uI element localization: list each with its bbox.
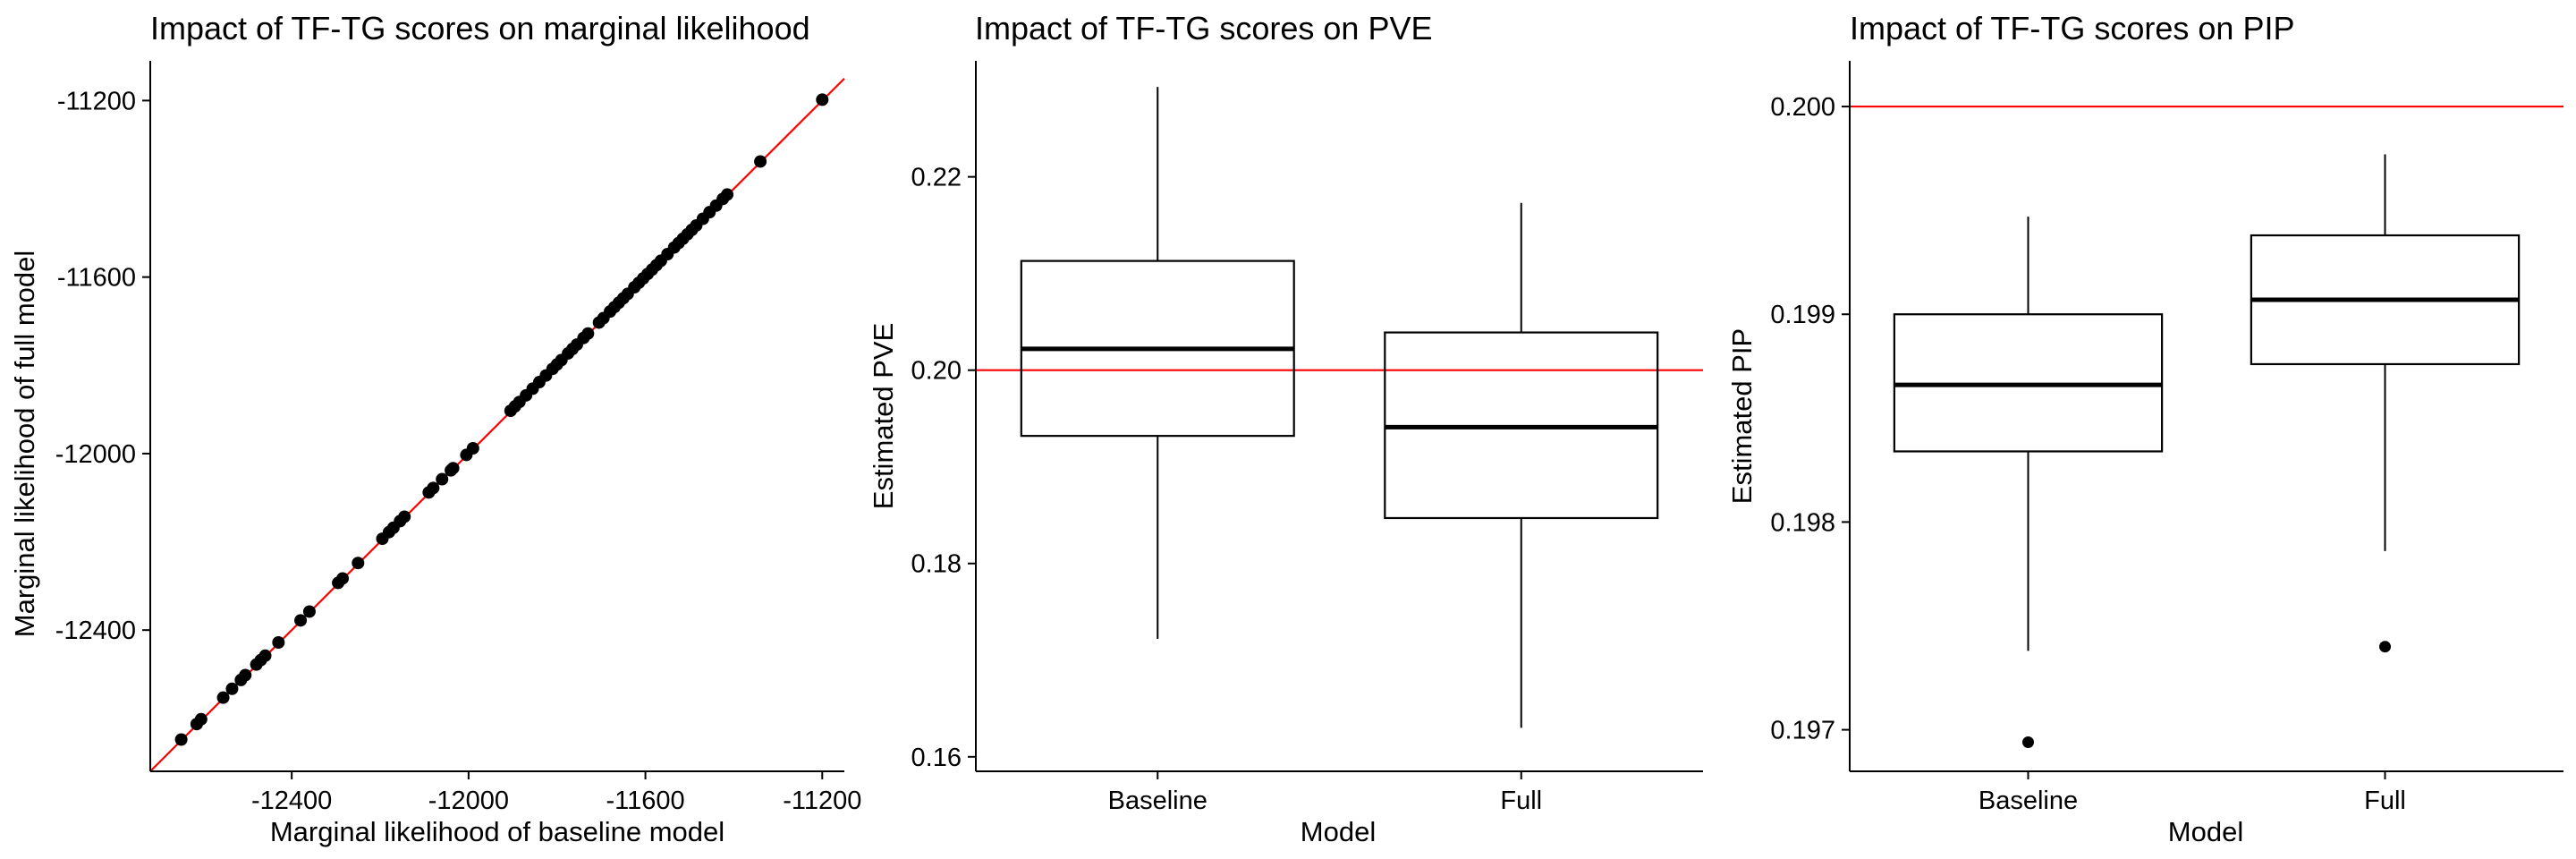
y-axis-label: Estimated PIP (1726, 328, 1758, 504)
y-tick-label: -11600 (57, 264, 136, 293)
data-point (239, 668, 252, 682)
outlier-point (2379, 641, 2391, 653)
data-point (721, 188, 734, 201)
panel-title: Impact of TF-TG scores on PIP (1850, 10, 2294, 47)
data-point (436, 472, 449, 486)
plot-area: -12400 -12000 -11600 -11200 -12400 -12000 -116… (55, 61, 861, 815)
x-tick-label: -11200 (783, 787, 861, 815)
x-tick-label: -11600 (606, 787, 685, 815)
data-point (302, 605, 316, 618)
y-tick-label: 0.18 (911, 550, 962, 579)
data-point (216, 691, 230, 704)
data-point (174, 733, 188, 746)
x-tick-label: Baseline (1979, 787, 2078, 815)
y-tick-label: 0.20 (911, 357, 962, 386)
y-tick-label: 0.198 (1770, 508, 1835, 537)
y-tick-label: 0.200 (1770, 93, 1835, 122)
x-tick-label: Baseline (1108, 787, 1208, 815)
y-tick-label: 0.16 (911, 744, 962, 772)
y-axis-label: Estimated PVE (868, 323, 899, 509)
panel-title: Impact of TF-TG scores on marginal likel… (150, 10, 810, 47)
data-point (225, 682, 239, 695)
outlier-point (2022, 736, 2034, 748)
x-axis-label: Marginal likelihood of baseline model (270, 816, 724, 847)
data-point (352, 557, 365, 570)
y-axis-label: Marginal likelihood of full model (9, 251, 40, 638)
data-point (398, 510, 411, 523)
data-point (194, 712, 208, 726)
data-point (336, 572, 350, 585)
y-tick-label: 0.197 (1770, 717, 1835, 745)
x-tick-label: -12000 (428, 787, 509, 815)
data-point (272, 635, 285, 649)
x-tick-label: -12400 (251, 787, 332, 815)
data-point (446, 462, 460, 475)
data-point (258, 649, 272, 662)
y-tick-label: -12000 (55, 440, 136, 469)
panel-pip: Impact of TF-TG scores on PIP 0.197 0.198… (1726, 10, 2563, 847)
x-axis-label: Model (2168, 816, 2243, 847)
data-point (466, 442, 479, 455)
panel-pve: Impact of TF-TG scores on PVE 0.160.180.… (868, 10, 1703, 847)
y-tick-label: 0.199 (1770, 301, 1835, 329)
panel-title: Impact of TF-TG scores on PVE (975, 10, 1433, 47)
y-tick-label: 0.22 (911, 164, 962, 192)
data-point (816, 93, 829, 106)
x-tick-label: Full (1500, 787, 1542, 815)
data-point (294, 614, 308, 627)
plot-area: 0.16 0.18 0.20 0.22 Baseline Full (911, 61, 1703, 815)
y-tick-label: -11200 (57, 87, 136, 115)
plot-area: 0.197 0.198 0.199 0.200 Baseline Full (1770, 61, 2563, 815)
data-point (427, 481, 440, 495)
y-tick-label: -12400 (55, 617, 136, 645)
x-axis-label: Model (1301, 816, 1376, 847)
x-tick-label: Full (2364, 787, 2406, 815)
data-point (754, 155, 767, 168)
data-point (581, 327, 595, 340)
panel-marginal-likelihood: Impact of TF-TG scores on marginal likel… (9, 10, 861, 847)
